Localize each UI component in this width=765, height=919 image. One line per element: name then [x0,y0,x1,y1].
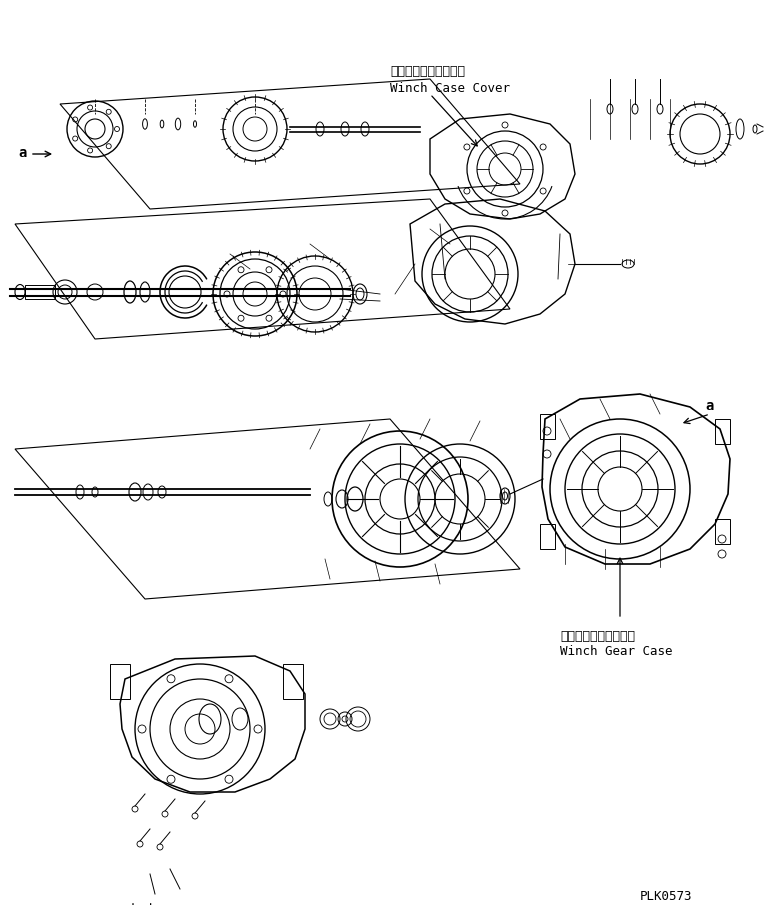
Text: ウインチギヤーケース: ウインチギヤーケース [560,630,635,642]
Text: Winch Case Cover: Winch Case Cover [390,82,510,95]
Bar [540,525,555,550]
Text: PLK0573: PLK0573 [640,889,692,902]
Bar [715,420,730,445]
Bar [715,519,730,544]
Text: a: a [705,399,714,413]
Text: Winch Gear Case: Winch Gear Case [560,644,672,657]
Bar [283,664,303,699]
Text: a: a [18,146,26,160]
Bar [540,414,555,439]
Text: ウインチケースカバー: ウインチケースカバー [390,65,465,78]
Bar [25,286,55,300]
Bar [110,664,130,699]
Text: .  .: . . [130,896,154,906]
